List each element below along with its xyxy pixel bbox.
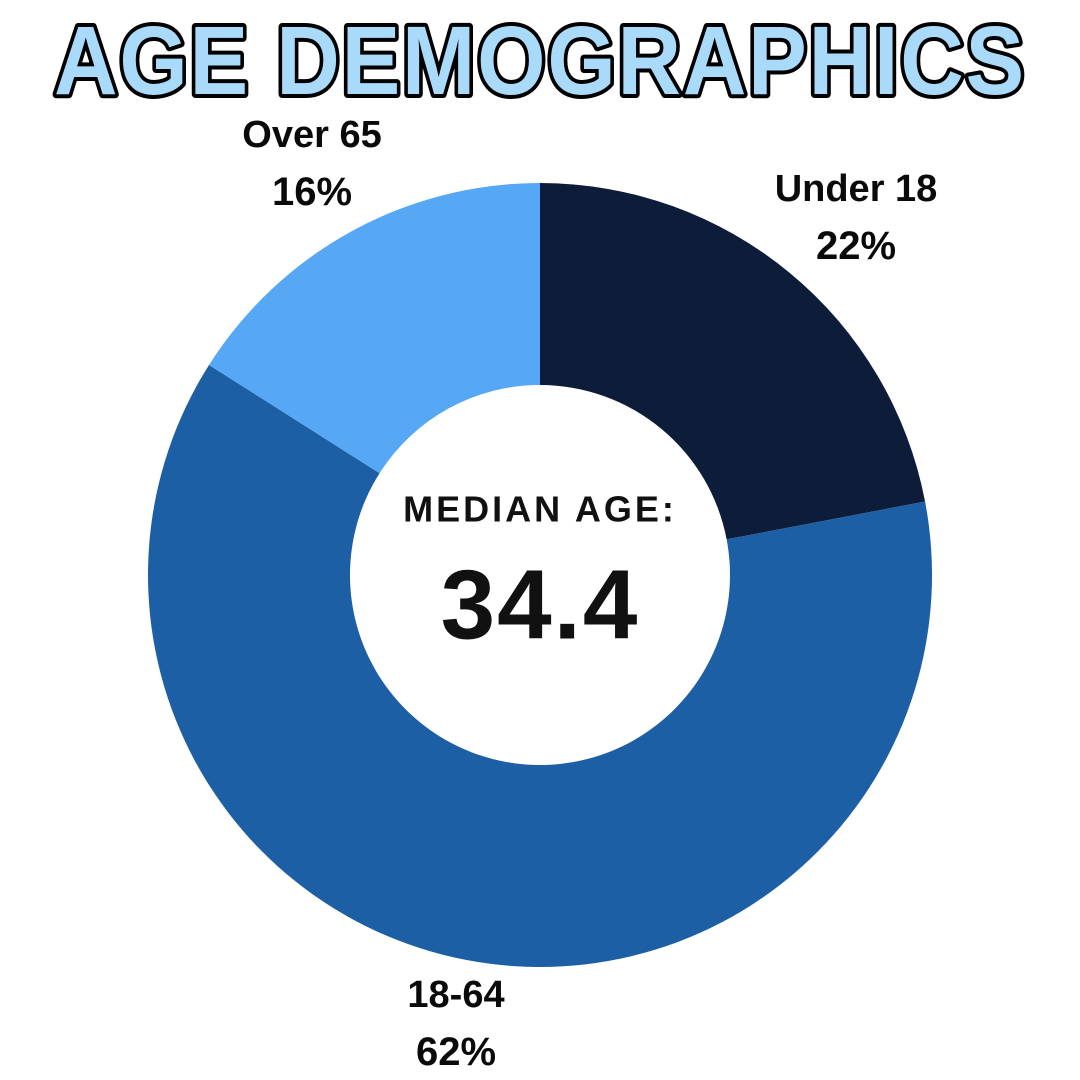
segment-percent: 16%	[271, 170, 353, 215]
segment-label-18-64: 18-64 62%	[407, 968, 504, 1080]
segment-name: Over 65	[242, 114, 382, 156]
segment-percent: 62%	[415, 1030, 497, 1075]
segment-label-over-65: Over 65 16%	[242, 108, 381, 221]
median-age-value: 34.4	[440, 549, 640, 660]
segment-name: Under 18	[774, 168, 938, 210]
median-age-label: MEDIAN AGE:	[403, 488, 677, 530]
donut-segment-18-64	[148, 364, 933, 967]
segment-label-under-18: Under 18 22%	[775, 162, 938, 275]
donut-segment-under-18	[540, 183, 926, 540]
donut-segment-over-65	[209, 182, 540, 474]
segment-percent: 22%	[815, 224, 897, 269]
donut-center-text: MEDIAN AGE: 34.4	[403, 489, 677, 662]
segment-name: 18-64	[407, 974, 505, 1016]
page-title-svg: AGE DEMOGRAPHICS	[50, 2, 1028, 119]
page-title: AGE DEMOGRAPHICS	[54, 6, 1026, 115]
